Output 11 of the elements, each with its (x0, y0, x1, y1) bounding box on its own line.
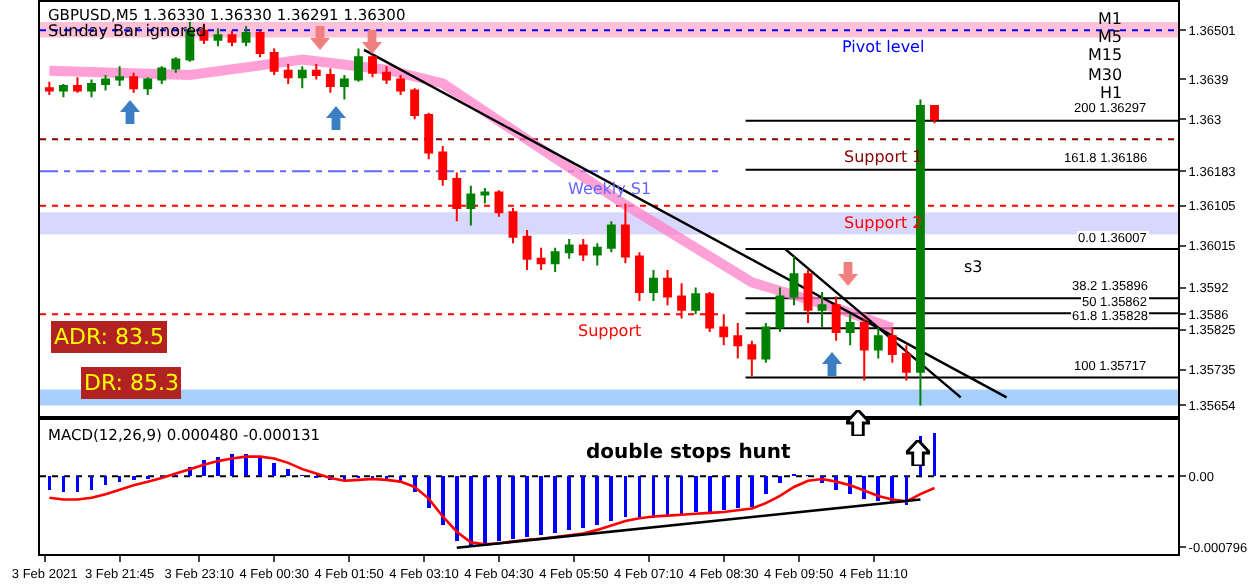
annotation: M15 (1088, 46, 1123, 64)
annotation: M5 (1098, 28, 1122, 46)
ref-line-label: Pivot level (842, 38, 925, 56)
annotation: H1 (1100, 84, 1123, 102)
ref-line-label: Support (578, 322, 642, 340)
annotation: M30 (1088, 66, 1123, 84)
annotation: DR: 85.3 (84, 370, 179, 396)
annotation: M1 (1098, 10, 1122, 28)
annotation: ADR: 83.5 (54, 324, 164, 350)
annotation: double stops hunt (586, 442, 792, 464)
annotation: s3 (964, 258, 983, 276)
